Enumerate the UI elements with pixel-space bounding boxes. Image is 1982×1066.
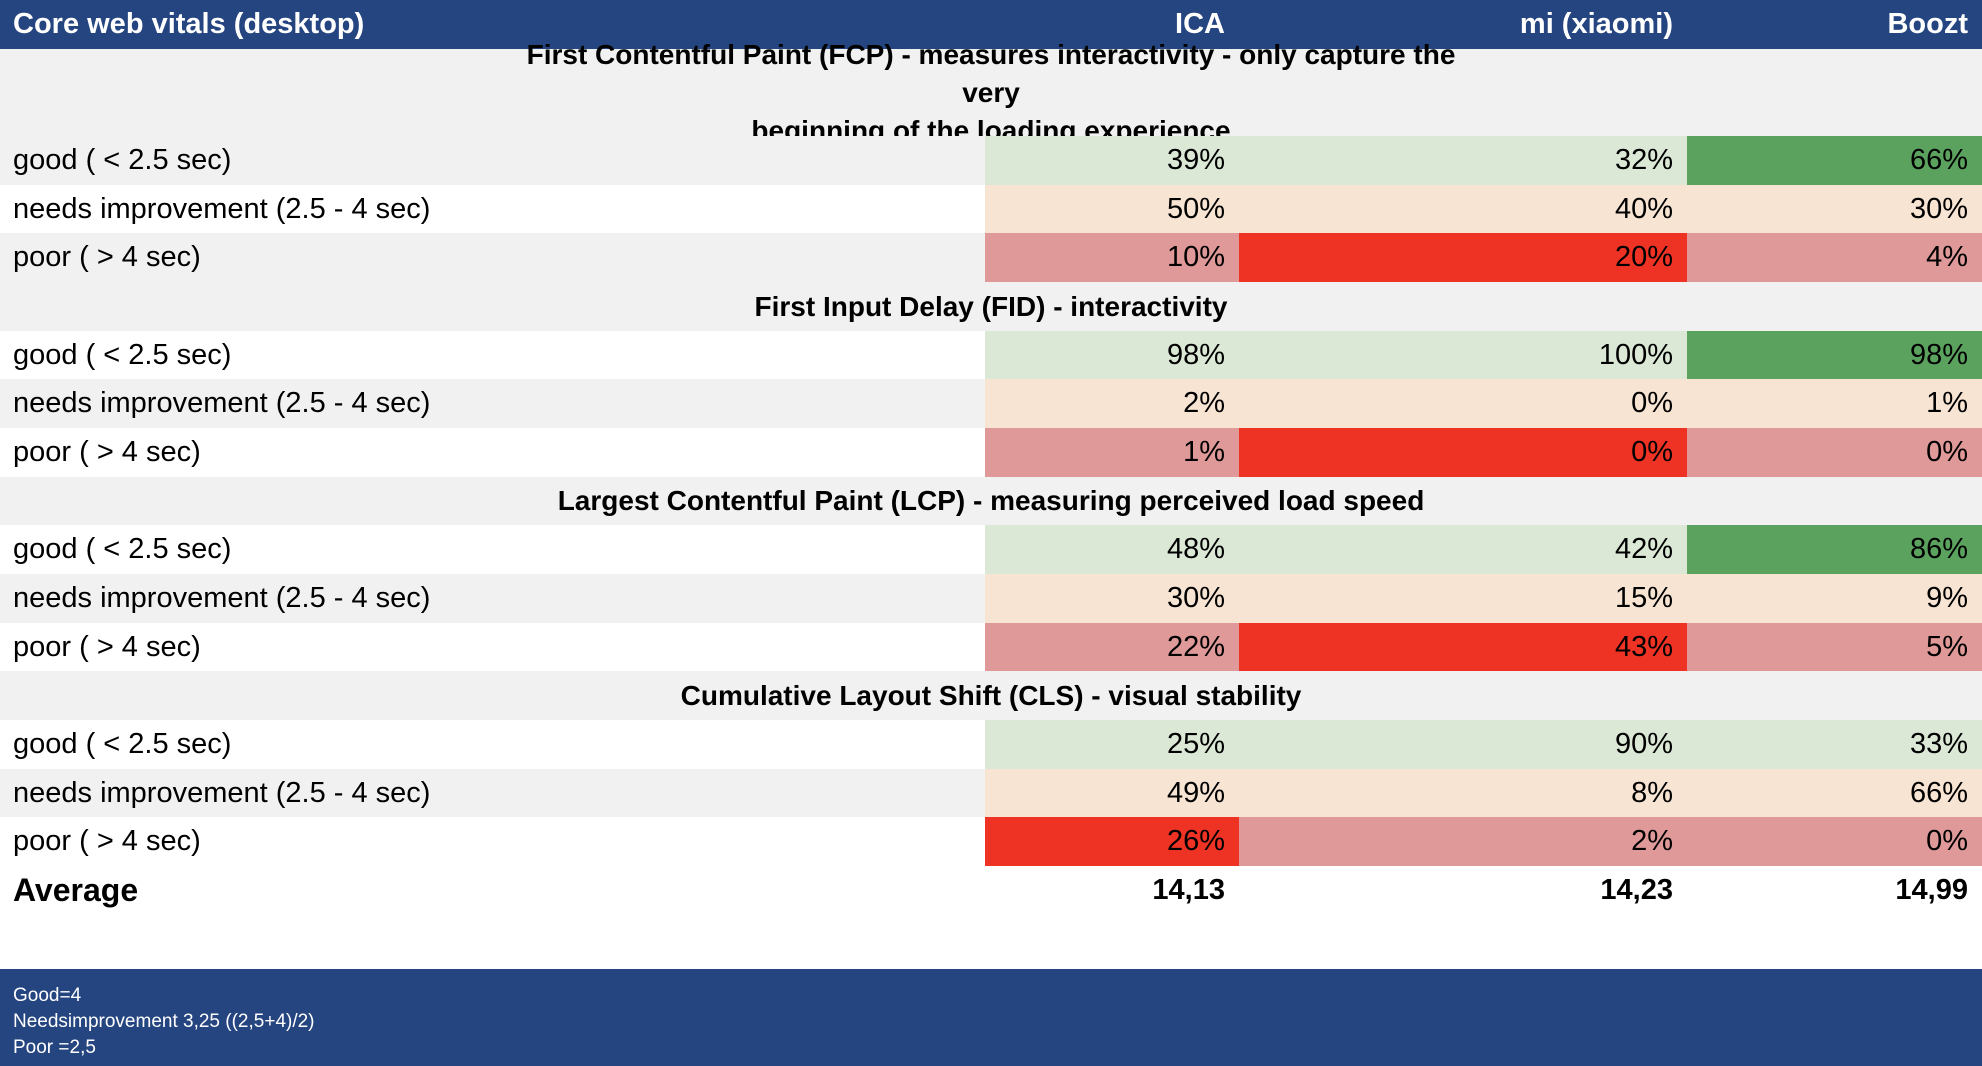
value-cell: 48% — [985, 525, 1239, 574]
value-cell: 4% — [1687, 233, 1982, 282]
table-row: poor ( > 4 sec) 22% 43% 5% — [0, 623, 1982, 671]
section-title-line: Cumulative Layout Shift (CLS) - visual s… — [680, 679, 1302, 711]
column-header-boozt: Boozt — [1887, 8, 1968, 40]
section-title-fid: First Input Delay (FID) - interactivity — [0, 282, 1982, 331]
row-label: poor ( > 4 sec) — [13, 241, 201, 273]
row-label: poor ( > 4 sec) — [13, 436, 201, 468]
value-cell: 0% — [1687, 817, 1982, 866]
table-row: poor ( > 4 sec) 26% 2% 0% — [0, 817, 1982, 866]
value-cell: 22% — [985, 623, 1239, 671]
value-cell: 86% — [1687, 525, 1982, 574]
value-cell: 98% — [1687, 331, 1982, 379]
legend-line: Good=4 — [13, 985, 82, 1006]
table-title: Core web vitals (desktop) — [13, 8, 365, 40]
average-value-boozt: 14,99 — [1895, 873, 1968, 906]
average-value-mi: 14,23 — [1600, 873, 1673, 906]
table-row: needs improvement (2.5 - 4 sec) 30% 15% … — [0, 574, 1982, 623]
table-row: needs improvement (2.5 - 4 sec) 2% 0% 1% — [0, 379, 1982, 428]
scoring-legend: Good=4 Needsimprovement 3,25 ((2,5+4)/2)… — [0, 969, 1982, 1066]
legend-line: Needsimprovement 3,25 ((2,5+4)/2) — [13, 1011, 315, 1032]
section-title-line: Largest Contentful Paint (LCP) - measuri… — [557, 485, 1425, 516]
row-label: needs improvement (2.5 - 4 sec) — [13, 192, 431, 225]
value-cell: 39% — [985, 136, 1239, 185]
value-cell: 8% — [1239, 769, 1687, 817]
table-row: poor ( > 4 sec) 1% 0% 0% — [0, 428, 1982, 477]
average-label: Average — [13, 871, 139, 908]
section-title-cls: Cumulative Layout Shift (CLS) - visual s… — [0, 671, 1982, 720]
value-cell: 25% — [985, 720, 1239, 769]
table-row: needs improvement (2.5 - 4 sec) 50% 40% … — [0, 185, 1982, 233]
value-cell: 33% — [1687, 720, 1982, 769]
legend-line: Poor =2,5 — [13, 1037, 96, 1058]
section-title-lcp: Largest Contentful Paint (LCP) - measuri… — [0, 477, 1982, 525]
value-cell: 32% — [1239, 136, 1687, 185]
value-cell: 9% — [1687, 574, 1982, 623]
table-row: good ( < 2.5 sec) 98% 100% 98% — [0, 331, 1982, 379]
row-label: good ( < 2.5 sec) — [13, 338, 232, 371]
value-cell: 90% — [1239, 720, 1687, 769]
value-cell: 100% — [1239, 331, 1687, 379]
value-cell: 49% — [985, 769, 1239, 817]
value-cell: 50% — [985, 185, 1239, 233]
table-row: needs improvement (2.5 - 4 sec) 49% 8% 6… — [0, 769, 1982, 817]
row-label: needs improvement (2.5 - 4 sec) — [13, 776, 431, 809]
value-cell: 26% — [985, 817, 1239, 866]
table-row: poor ( > 4 sec) 10% 20% 4% — [0, 233, 1982, 282]
value-cell: 0% — [1687, 428, 1982, 477]
value-cell: 30% — [985, 574, 1239, 623]
table-row: good ( < 2.5 sec) 25% 90% 33% — [0, 720, 1982, 769]
value-cell: 40% — [1239, 185, 1687, 233]
section-title-line: First Input Delay (FID) - interactivity — [754, 290, 1228, 322]
value-cell: 30% — [1687, 185, 1982, 233]
value-cell: 1% — [1687, 379, 1982, 428]
value-cell: 66% — [1687, 769, 1982, 817]
table-header: Core web vitals (desktop) ICA mi (xiaomi… — [0, 0, 1982, 49]
section-title-fcp: First Contentful Paint (FCP) - measures … — [0, 39, 1982, 146]
value-cell: 20% — [1239, 233, 1687, 282]
row-label: needs improvement (2.5 - 4 sec) — [13, 582, 431, 614]
value-cell: 43% — [1239, 623, 1687, 671]
value-cell: 1% — [985, 428, 1239, 477]
row-label: poor ( > 4 sec) — [13, 630, 201, 663]
row-label: good ( < 2.5 sec) — [13, 728, 232, 760]
row-label: good ( < 2.5 sec) — [13, 533, 232, 565]
value-cell: 66% — [1687, 136, 1982, 185]
value-cell: 2% — [1239, 817, 1687, 866]
column-header-ica: ICA — [1175, 8, 1225, 40]
value-cell: 98% — [985, 331, 1239, 379]
value-cell: 0% — [1239, 428, 1687, 477]
value-cell: 5% — [1687, 623, 1982, 671]
value-cell: 42% — [1239, 525, 1687, 574]
value-cell: 15% — [1239, 574, 1687, 623]
value-cell: 2% — [985, 379, 1239, 428]
column-header-mi: mi (xiaomi) — [1519, 8, 1673, 40]
section-title-line: First Contentful Paint (FCP) - measures … — [526, 38, 1456, 108]
row-label: poor ( > 4 sec) — [13, 825, 201, 857]
row-label: needs improvement (2.5 - 4 sec) — [13, 387, 431, 419]
row-label: good ( < 2.5 sec) — [13, 144, 232, 176]
table-row: good ( < 2.5 sec) 48% 42% 86% — [0, 525, 1982, 574]
average-value-ica: 14,13 — [1152, 873, 1225, 906]
value-cell: 0% — [1239, 379, 1687, 428]
average-row: Average 14,13 14,23 14,99 — [0, 866, 1982, 914]
table-row: good ( < 2.5 sec) 39% 32% 66% — [0, 136, 1982, 185]
value-cell: 10% — [985, 233, 1239, 282]
